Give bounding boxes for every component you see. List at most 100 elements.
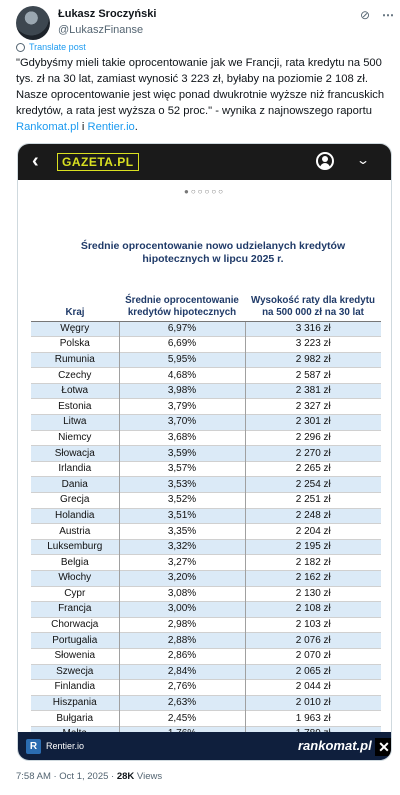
slash-circle-icon[interactable]: ⊘	[360, 8, 371, 22]
tweet-timestamp[interactable]: 7:58 AM · Oct 1, 2025 · 28K Views	[16, 771, 162, 782]
tweet-media-image[interactable]: ‹ GAZETA.PL ⌄ ●○○○○○ Średnie oprocentowa…	[17, 143, 392, 761]
close-icon[interactable]: ✕	[375, 738, 391, 756]
rentier-link[interactable]: Rentier.io	[87, 121, 135, 133]
table-row: Irlandia 3,57% 2 265 zł	[31, 460, 381, 477]
table-row: Słowenia 2,86% 2 070 zł	[31, 647, 381, 665]
translate-post-link[interactable]: Translate post	[16, 42, 86, 52]
image-footer: R Rentier.io rankomat.pl ✕	[18, 732, 391, 760]
cell-country: Cypr	[31, 585, 119, 602]
cell-country: Estonia	[31, 398, 119, 415]
cell-installment: 2 130 zł	[244, 585, 381, 602]
cell-country: Portugalia	[31, 632, 119, 649]
table-row: Polska 6,69% 3 223 zł	[31, 336, 381, 353]
cell-country: Holandia	[31, 507, 119, 524]
cell-installment: 2 182 zł	[244, 554, 381, 571]
cell-country: Irlandia	[31, 460, 119, 477]
cell-rate: 2,98%	[118, 616, 245, 633]
cell-rate: 3,32%	[118, 538, 245, 555]
cell-rate: 3,51%	[118, 507, 245, 524]
column-header-installment: Wysokość raty dla kredytu na 500 000 zł …	[245, 277, 381, 322]
cell-rate: 3,98%	[118, 382, 245, 399]
more-icon[interactable]: ⋯	[382, 8, 395, 22]
cell-rate: 2,84%	[118, 663, 245, 680]
cell-rate: 6,97%	[118, 320, 245, 337]
cell-installment: 2 254 zł	[244, 476, 381, 493]
cell-country: Belgia	[31, 554, 119, 571]
cell-country: Luksemburg	[31, 538, 119, 555]
tweet-end: .	[134, 121, 138, 133]
cell-installment: 2 103 zł	[244, 616, 381, 633]
table-row: Francja 3,00% 2 108 zł	[31, 601, 381, 618]
cell-rate: 2,63%	[118, 694, 245, 711]
tweet-text: "Gdybyśmy mieli takie oprocentowanie jak…	[16, 55, 388, 135]
cell-rate: 5,95%	[118, 351, 245, 368]
cell-rate: 3,20%	[118, 570, 245, 587]
cell-rate: 3,59%	[118, 445, 245, 462]
table-row: Czechy 4,68% 2 587 zł	[31, 367, 381, 384]
cell-rate: 3,35%	[118, 523, 245, 540]
cell-rate: 3,70%	[118, 414, 245, 431]
cell-rate: 6,69%	[118, 336, 245, 353]
cell-rate: 2,88%	[118, 632, 245, 649]
timestamp-text: 7:58 AM · Oct 1, 2025 ·	[16, 771, 117, 782]
rankomat-link[interactable]: Rankomat.pl	[16, 121, 79, 133]
cell-country: Słowacja	[31, 445, 119, 462]
chevron-left-icon[interactable]: ‹	[32, 150, 39, 172]
column-header-country: Kraj	[31, 277, 119, 322]
cell-installment: 2 162 zł	[244, 570, 381, 587]
cell-country: Litwa	[31, 414, 119, 431]
cell-country: Rumunia	[31, 351, 119, 368]
chart-title: Średnie oprocentowanie nowo udzielanych …	[48, 240, 378, 266]
cell-installment: 2 296 zł	[244, 429, 381, 446]
author-name[interactable]: Łukasz Sroczyński	[58, 8, 157, 20]
table-body: Węgry 6,97% 3 316 zł Polska 6,69% 3 223 zł Rum…	[31, 320, 381, 743]
user-icon[interactable]	[316, 152, 334, 170]
table-row: Finlandia 2,76% 2 044 zł	[31, 679, 381, 696]
chart-title-line2: hipotecznych w lipcu 2025 r.	[142, 253, 284, 265]
cell-installment: 2 204 zł	[244, 523, 381, 540]
cell-country: Niemcy	[31, 429, 119, 446]
cell-installment: 3 316 zł	[244, 320, 381, 337]
rankomat-logo: rankomat.pl	[298, 738, 372, 753]
table-row: Litwa 3,70% 2 301 zł	[31, 414, 381, 431]
cell-country: Włochy	[31, 570, 119, 587]
cell-rate: 3,57%	[118, 460, 245, 477]
chevron-down-icon[interactable]: ⌄	[355, 153, 371, 167]
table-row: Niemcy 3,68% 2 296 zł	[31, 429, 381, 446]
translate-label: Translate post	[29, 42, 86, 52]
avatar[interactable]	[16, 6, 50, 40]
author-handle[interactable]: @LukaszFinanse	[58, 24, 144, 36]
gazeta-topbar: ‹ GAZETA.PL ⌄	[18, 144, 391, 180]
cell-rate: 3,52%	[118, 492, 245, 509]
table-row: Łotwa 3,98% 2 381 zł	[31, 382, 381, 399]
table-row: Węgry 6,97% 3 316 zł	[31, 320, 381, 337]
cell-installment: 2 195 zł	[244, 538, 381, 555]
cell-installment: 2 587 zł	[244, 367, 381, 384]
cell-rate: 3,27%	[118, 554, 245, 571]
cell-rate: 3,53%	[118, 476, 245, 493]
cell-country: Francja	[31, 601, 119, 618]
cell-country: Bułgaria	[31, 710, 119, 727]
views-count: 28K	[116, 771, 135, 782]
globe-icon	[16, 42, 25, 52]
cell-country: Szwecja	[31, 663, 119, 680]
cell-country: Polska	[31, 336, 119, 353]
table-row: Szwecja 2,84% 2 065 zł	[31, 663, 381, 680]
gazeta-logo: GAZETA.PL	[57, 153, 139, 171]
cell-installment: 2 327 zł	[244, 398, 381, 415]
table-row: Hiszpania 2,63% 2 010 zł	[31, 694, 381, 711]
cell-country: Finlandia	[31, 679, 119, 696]
table-row: Chorwacja 2,98% 2 103 zł	[31, 616, 381, 633]
cell-country: Chorwacja	[31, 616, 119, 633]
tweet-and: i	[78, 121, 88, 133]
table-row: Belgia 3,27% 2 182 zł	[31, 554, 381, 571]
carousel-dots[interactable]: ●○○○○○	[184, 187, 225, 196]
cell-installment: 1 963 zł	[244, 710, 381, 727]
rentier-label: Rentier.io	[46, 741, 85, 751]
cell-installment: 2 108 zł	[244, 601, 381, 618]
cell-installment: 2 044 zł	[244, 679, 381, 696]
cell-country: Czechy	[31, 367, 119, 384]
cell-rate: 2,86%	[118, 647, 245, 665]
cell-rate: 3,68%	[118, 429, 245, 446]
cell-installment: 2 065 zł	[244, 663, 381, 680]
